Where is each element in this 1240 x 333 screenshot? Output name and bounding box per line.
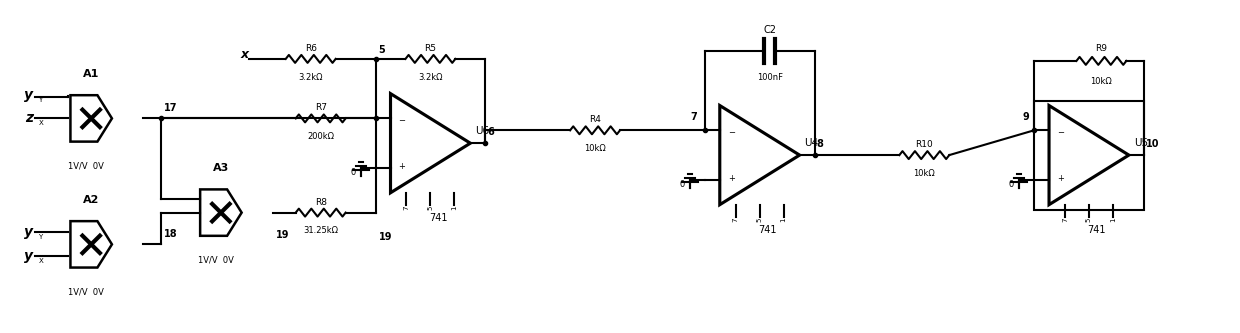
Text: Y: Y (38, 97, 42, 103)
Text: $+$: $+$ (398, 161, 407, 171)
Text: 17: 17 (164, 104, 177, 114)
Text: 8: 8 (817, 139, 823, 149)
Text: $+$: $+$ (1056, 173, 1065, 183)
Text: y: y (25, 249, 33, 263)
Text: 1: 1 (451, 206, 458, 210)
Text: 5: 5 (756, 217, 763, 222)
Text: 7: 7 (403, 206, 409, 210)
Text: 6: 6 (487, 127, 494, 137)
Text: A2: A2 (83, 195, 99, 205)
Text: 1V/V  0V: 1V/V 0V (68, 162, 104, 170)
Text: X: X (38, 121, 43, 127)
Text: C2: C2 (764, 25, 776, 35)
Text: 7: 7 (733, 217, 739, 222)
Text: 100nF: 100nF (758, 73, 784, 82)
Text: $-$: $-$ (1056, 126, 1065, 135)
Text: 0: 0 (680, 180, 684, 189)
Text: 31.25kΩ: 31.25kΩ (303, 226, 339, 235)
Text: 10: 10 (1146, 139, 1159, 149)
Text: 19: 19 (275, 230, 289, 240)
Text: 0: 0 (1009, 180, 1014, 189)
Text: 3.2kΩ: 3.2kΩ (418, 73, 443, 82)
Text: 7: 7 (1061, 217, 1068, 222)
Text: y: y (25, 88, 33, 102)
Text: 5: 5 (1086, 217, 1092, 222)
Text: $-$: $-$ (398, 114, 407, 123)
Text: 200kΩ: 200kΩ (308, 132, 334, 141)
Text: R6: R6 (305, 44, 316, 53)
Text: 10kΩ: 10kΩ (914, 169, 935, 178)
Text: z: z (25, 112, 33, 126)
Text: y: y (25, 225, 33, 239)
Text: 5: 5 (428, 206, 434, 210)
Text: 1: 1 (781, 217, 786, 222)
Text: R9: R9 (1095, 44, 1107, 53)
Text: X: X (38, 258, 43, 264)
Text: A1: A1 (83, 69, 99, 79)
Text: $-$: $-$ (728, 126, 735, 135)
Text: 741: 741 (1087, 224, 1106, 234)
Text: 18: 18 (164, 229, 177, 239)
Text: 5: 5 (378, 45, 386, 55)
Text: 9: 9 (1022, 112, 1029, 122)
Text: 1V/V  0V: 1V/V 0V (198, 256, 234, 265)
Text: R5: R5 (424, 44, 436, 53)
Text: U5: U5 (1133, 138, 1148, 148)
Text: Y: Y (38, 234, 42, 240)
Text: R10: R10 (915, 140, 934, 149)
Text: R8: R8 (315, 198, 326, 207)
Text: U6: U6 (475, 126, 490, 136)
Text: 1V/V  0V: 1V/V 0V (68, 287, 104, 296)
Text: 3.2kΩ: 3.2kΩ (299, 73, 322, 82)
Text: 10kΩ: 10kΩ (584, 144, 606, 153)
Text: x: x (241, 48, 249, 61)
Text: 19: 19 (378, 232, 392, 242)
Text: A3: A3 (213, 163, 229, 173)
Text: 1: 1 (1110, 217, 1116, 222)
Bar (1034, 101, 1143, 210)
Text: R4: R4 (589, 115, 601, 124)
Text: 7: 7 (691, 112, 697, 122)
Text: R7: R7 (315, 104, 326, 113)
Text: $+$: $+$ (728, 173, 735, 183)
Text: 0: 0 (351, 168, 356, 177)
Text: 10kΩ: 10kΩ (1090, 77, 1112, 86)
Text: 741: 741 (429, 212, 448, 223)
Text: 741: 741 (759, 224, 777, 234)
Text: U4: U4 (805, 138, 818, 148)
